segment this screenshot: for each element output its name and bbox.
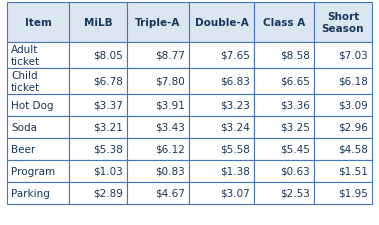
Bar (69, 43, 127, 69)
Text: $3.24: $3.24 (220, 122, 250, 132)
Bar (69, 182, 127, 204)
Bar (254, 117, 314, 138)
Text: Hot Dog: Hot Dog (11, 101, 53, 110)
Bar (254, 182, 314, 204)
Text: Program: Program (11, 166, 55, 176)
Bar (69, 138, 127, 160)
Text: $5.45: $5.45 (280, 144, 310, 154)
Text: $1.38: $1.38 (220, 166, 250, 176)
Bar (254, 3, 314, 43)
Bar (7, 160, 69, 182)
Bar (254, 69, 314, 94)
Bar (189, 94, 254, 117)
Bar (69, 94, 127, 117)
Text: $6.12: $6.12 (155, 144, 185, 154)
Text: Soda: Soda (11, 122, 37, 132)
Bar (127, 3, 189, 43)
Text: $3.43: $3.43 (155, 122, 185, 132)
Bar (314, 117, 372, 138)
Text: Short
Season: Short Season (322, 12, 364, 34)
Text: $7.65: $7.65 (220, 51, 250, 61)
Text: $1.95: $1.95 (338, 188, 368, 198)
Bar (314, 69, 372, 94)
Bar (7, 117, 69, 138)
Text: $0.83: $0.83 (155, 166, 185, 176)
Text: $3.91: $3.91 (155, 101, 185, 110)
Text: $6.65: $6.65 (280, 77, 310, 87)
Bar (127, 94, 189, 117)
Text: $8.77: $8.77 (155, 51, 185, 61)
Text: $5.38: $5.38 (93, 144, 123, 154)
Bar (189, 182, 254, 204)
Bar (127, 182, 189, 204)
Bar (7, 94, 69, 117)
Text: Double-A: Double-A (195, 18, 248, 28)
Text: $2.96: $2.96 (338, 122, 368, 132)
Text: Triple-A: Triple-A (135, 18, 181, 28)
Text: $3.21: $3.21 (93, 122, 123, 132)
Text: $1.51: $1.51 (338, 166, 368, 176)
Bar (7, 69, 69, 94)
Text: $3.07: $3.07 (220, 188, 250, 198)
Bar (189, 3, 254, 43)
Text: $5.58: $5.58 (220, 144, 250, 154)
Text: $7.03: $7.03 (338, 51, 368, 61)
Text: $1.03: $1.03 (93, 166, 123, 176)
Text: $8.05: $8.05 (93, 51, 123, 61)
Text: $3.09: $3.09 (338, 101, 368, 110)
Text: $4.58: $4.58 (338, 144, 368, 154)
Text: $2.53: $2.53 (280, 188, 310, 198)
Text: $0.63: $0.63 (280, 166, 310, 176)
Bar (69, 160, 127, 182)
Text: MiLB: MiLB (84, 18, 112, 28)
Text: $6.78: $6.78 (93, 77, 123, 87)
Bar (127, 138, 189, 160)
Bar (189, 160, 254, 182)
Text: $2.89: $2.89 (93, 188, 123, 198)
Bar (127, 160, 189, 182)
Text: $3.23: $3.23 (220, 101, 250, 110)
Text: Adult
ticket: Adult ticket (11, 45, 40, 67)
Text: Item: Item (25, 18, 52, 28)
Bar (314, 94, 372, 117)
Bar (254, 43, 314, 69)
Text: $3.37: $3.37 (93, 101, 123, 110)
Bar (189, 117, 254, 138)
Bar (189, 43, 254, 69)
Text: $6.18: $6.18 (338, 77, 368, 87)
Bar (254, 94, 314, 117)
Bar (7, 3, 69, 43)
Bar (69, 117, 127, 138)
Bar (7, 182, 69, 204)
Bar (189, 69, 254, 94)
Text: $7.80: $7.80 (155, 77, 185, 87)
Text: $8.58: $8.58 (280, 51, 310, 61)
Text: Parking: Parking (11, 188, 50, 198)
Bar (69, 69, 127, 94)
Bar (254, 160, 314, 182)
Text: Beer: Beer (11, 144, 35, 154)
Bar (314, 182, 372, 204)
Bar (314, 160, 372, 182)
Bar (254, 138, 314, 160)
Bar (314, 3, 372, 43)
Text: $4.67: $4.67 (155, 188, 185, 198)
Bar (314, 43, 372, 69)
Bar (69, 3, 127, 43)
Bar (127, 69, 189, 94)
Bar (7, 43, 69, 69)
Text: $3.36: $3.36 (280, 101, 310, 110)
Bar (127, 43, 189, 69)
Text: $6.83: $6.83 (220, 77, 250, 87)
Bar (127, 117, 189, 138)
Bar (7, 138, 69, 160)
Bar (314, 138, 372, 160)
Text: Child
ticket: Child ticket (11, 71, 40, 92)
Text: $3.25: $3.25 (280, 122, 310, 132)
Text: Class A: Class A (263, 18, 305, 28)
Bar (189, 138, 254, 160)
